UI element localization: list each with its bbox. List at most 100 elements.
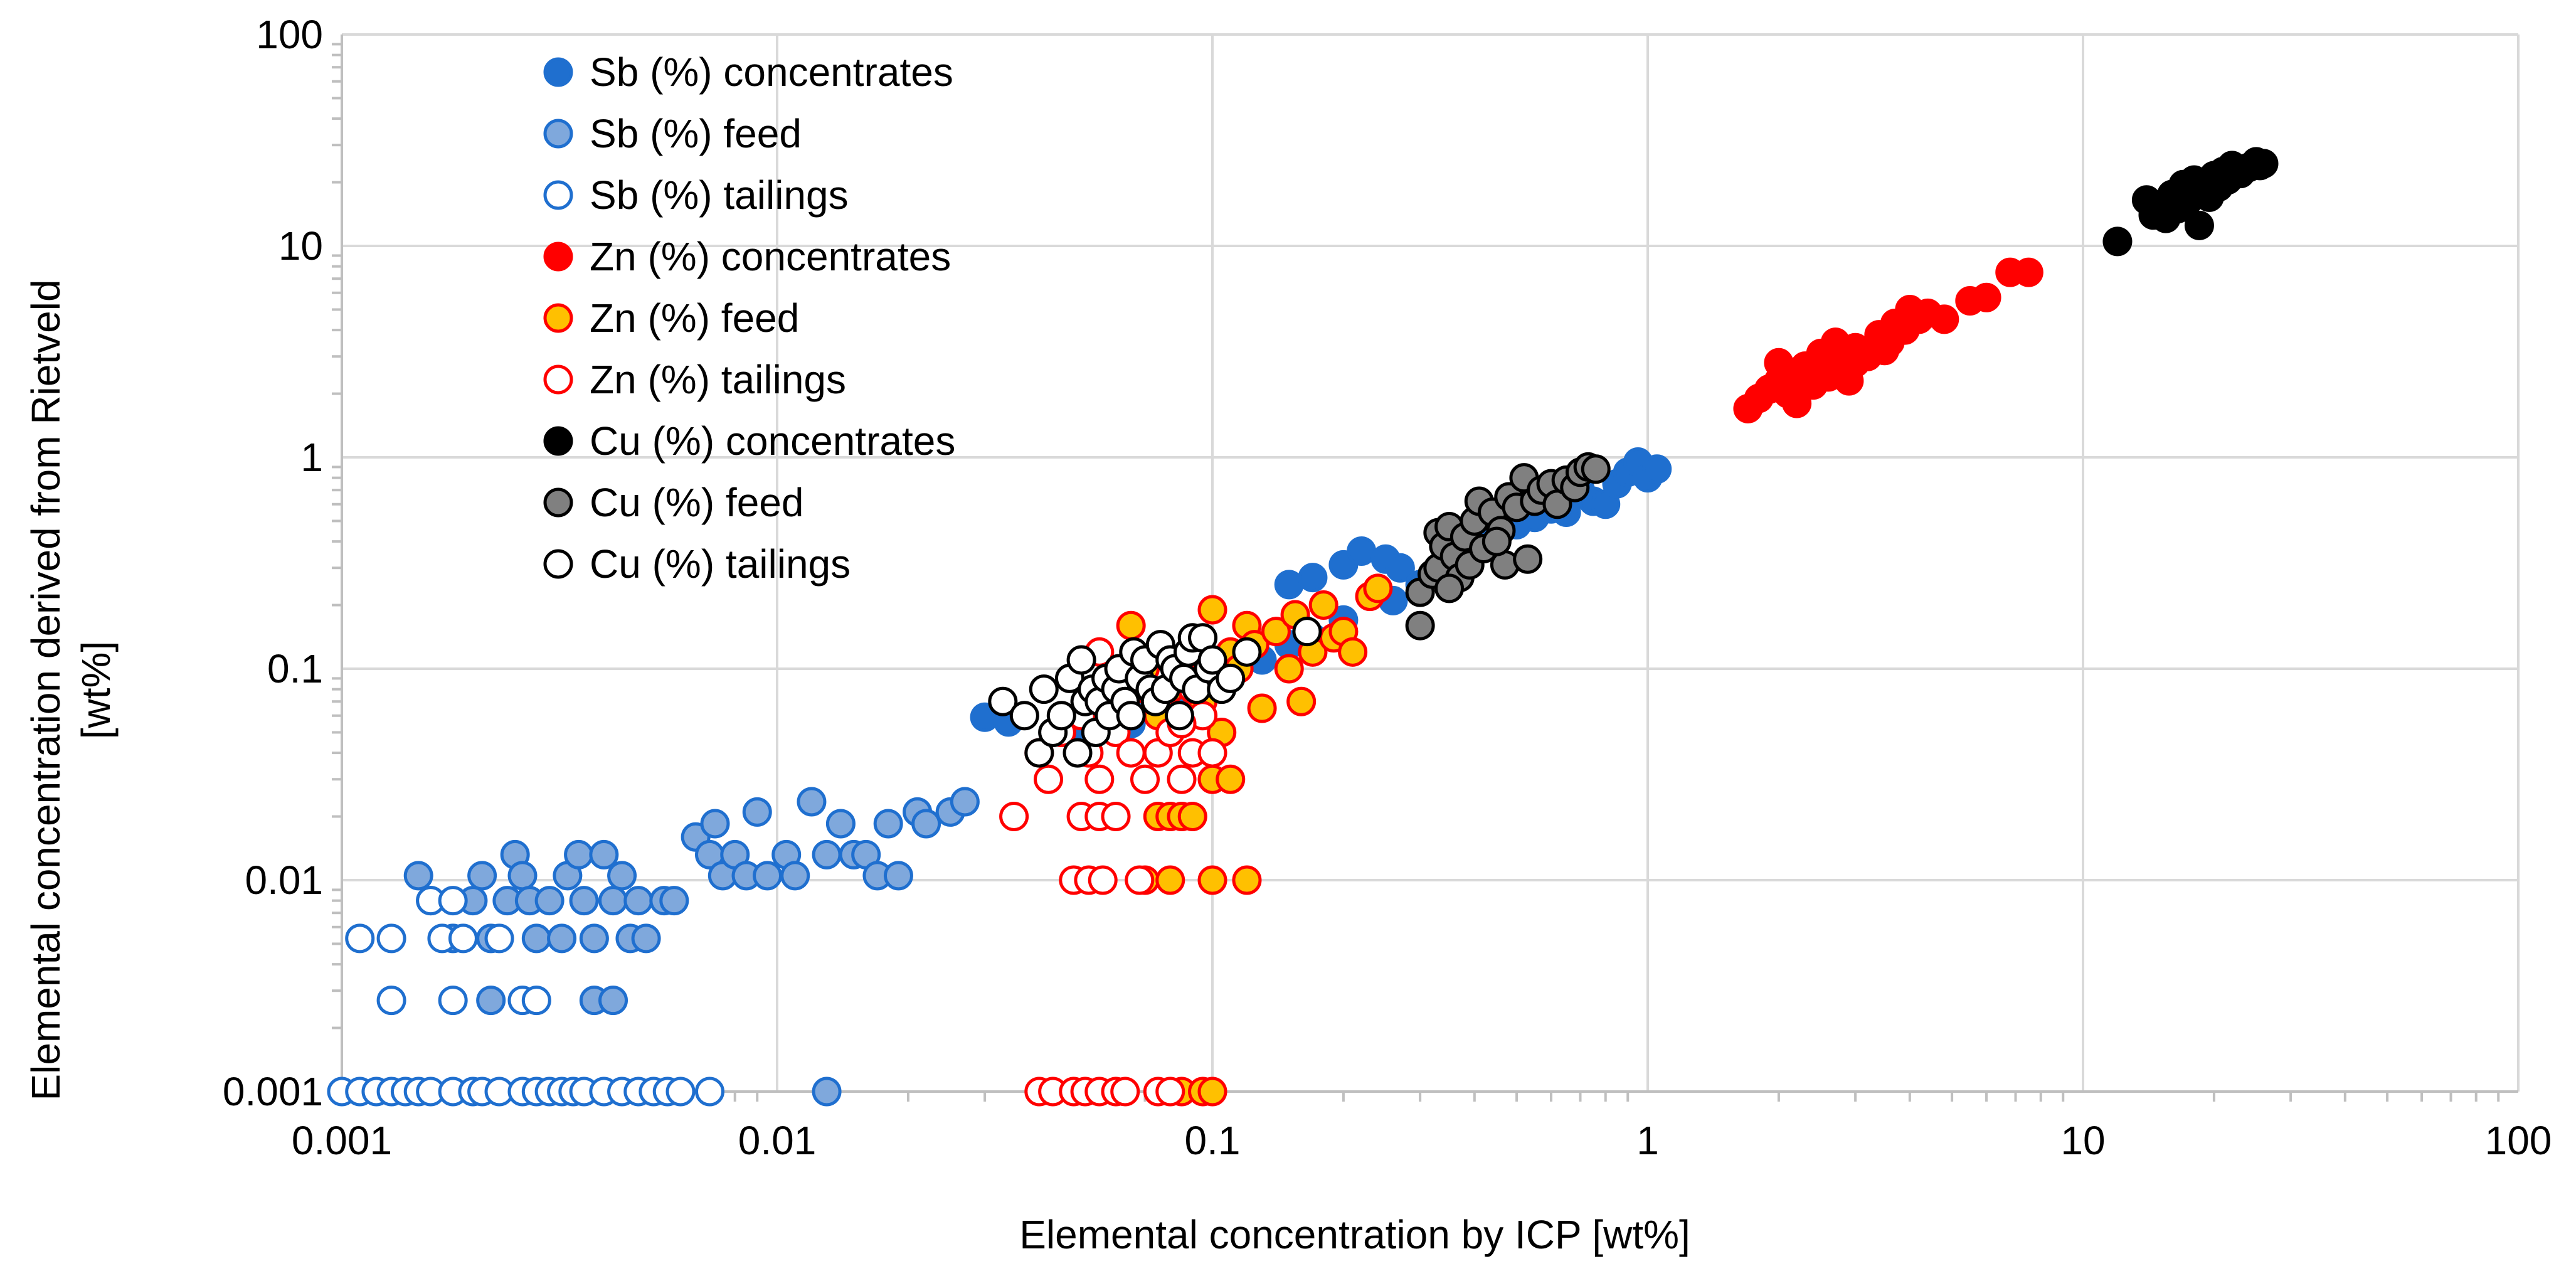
data-point (623, 886, 654, 916)
data-point (403, 861, 433, 891)
data-point (1125, 865, 1155, 895)
data-point (1084, 764, 1115, 794)
data-point (2184, 210, 2214, 240)
data-point (607, 861, 637, 891)
data-point (598, 986, 628, 1016)
data-point (1110, 1077, 1140, 1107)
data-point (1046, 701, 1076, 731)
data-point (1029, 674, 1059, 704)
legend-marker (543, 57, 573, 87)
data-points (327, 147, 2279, 1107)
data-point (438, 986, 468, 1016)
data-point (999, 802, 1029, 832)
data-point (1155, 1077, 1185, 1107)
legend-label: Cu (%) tailings (590, 541, 851, 587)
data-point (665, 1077, 696, 1107)
data-point (345, 923, 375, 954)
y-tick-label: 0.01 (245, 858, 323, 903)
y-tick-label: 0.001 (223, 1069, 323, 1114)
x-tick-label: 0.001 (292, 1118, 392, 1163)
data-point (1116, 610, 1146, 641)
data-point (1024, 738, 1054, 768)
data-point (1130, 764, 1160, 794)
data-point (1971, 282, 2001, 312)
data-point (1167, 764, 1197, 794)
data-point (1929, 304, 1959, 334)
x-tick-label: 0.01 (738, 1118, 817, 1163)
data-point (569, 886, 599, 916)
data-point (1261, 617, 1291, 647)
legend-label: Cu (%) concentrates (590, 418, 955, 464)
data-point (1101, 802, 1131, 832)
data-point (547, 923, 577, 954)
x-axis-title: Elemental concentration by ICP [wt%] (1019, 1212, 1690, 1257)
data-point (812, 1077, 842, 1107)
series-cu-concentrates (2102, 147, 2279, 257)
legend-label: Sb (%) concentrates (590, 50, 953, 95)
data-point (950, 787, 980, 817)
data-point (1232, 637, 1262, 667)
data-point (753, 861, 783, 891)
data-point (812, 839, 842, 869)
data-point (1164, 701, 1194, 731)
y-axis-title: Elemental concentration derived from Rie… (23, 279, 68, 1100)
data-point (1247, 693, 1277, 723)
x-tick-labels: 0.001 0.01 0.1 1 10 100 (292, 1118, 2552, 1163)
data-point (1009, 701, 1039, 731)
y-axis-title-unit: [wt%] (73, 641, 119, 739)
series-sb-tailings (327, 886, 724, 1107)
y-tick-label: 1 (300, 435, 323, 480)
x-tick-label: 100 (2485, 1118, 2552, 1163)
series-cu-tailings (988, 617, 1322, 768)
data-point (1197, 738, 1227, 768)
data-point (598, 886, 628, 916)
data-point (700, 809, 730, 839)
data-point (1197, 865, 1227, 895)
data-point (1177, 802, 1207, 832)
data-point (534, 886, 564, 916)
data-point (1063, 738, 1093, 768)
data-point (376, 923, 406, 954)
data-point (1066, 645, 1096, 675)
data-point (1385, 553, 1415, 583)
data-point (1286, 686, 1317, 716)
data-point (883, 861, 913, 891)
data-point (631, 923, 661, 954)
data-point (1347, 536, 1377, 566)
data-point (873, 809, 903, 839)
data-point (1088, 865, 1118, 895)
data-point (1197, 645, 1227, 675)
data-point (2013, 257, 2043, 287)
legend-marker (543, 426, 573, 456)
data-point (1116, 701, 1146, 731)
data-point (1197, 1077, 1227, 1107)
data-point (1434, 573, 1465, 603)
legend-marker (543, 303, 573, 333)
data-point (1782, 388, 1812, 418)
data-point (1338, 637, 1368, 667)
data-point (1363, 573, 1393, 603)
data-point (2102, 226, 2133, 257)
data-point (742, 797, 772, 827)
data-point (1197, 595, 1227, 625)
data-point (1216, 663, 1246, 693)
data-point (1840, 348, 1870, 378)
legend-marker (543, 242, 573, 272)
data-point (476, 986, 506, 1016)
data-point (1642, 454, 1672, 484)
data-point (448, 923, 478, 954)
data-point (1155, 865, 1185, 895)
series-zn-concentrates (1733, 257, 2043, 423)
legend-label: Sb (%) feed (590, 111, 802, 156)
data-point (1875, 327, 1905, 358)
data-point (1298, 563, 1328, 593)
data-point (1806, 354, 1836, 385)
data-point (1034, 764, 1064, 794)
data-point (467, 861, 497, 891)
legend-marker (543, 549, 573, 579)
data-point (579, 923, 609, 954)
data-point (1581, 454, 1611, 484)
data-point (659, 886, 689, 916)
legend-marker (543, 364, 573, 395)
